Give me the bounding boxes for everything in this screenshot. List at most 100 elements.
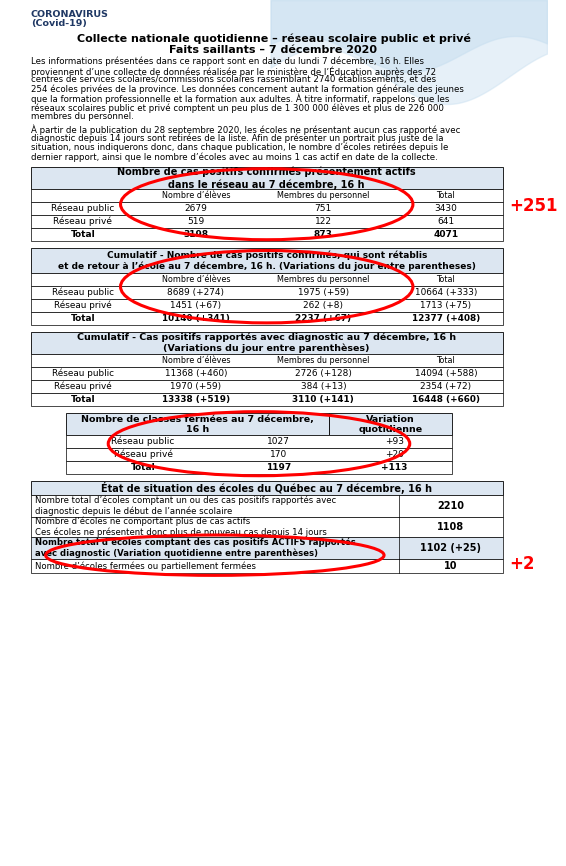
Text: Réseau privé: Réseau privé: [54, 382, 112, 391]
Text: 14094 (+588): 14094 (+588): [415, 369, 477, 378]
Bar: [31, 313, 503, 326]
Text: Membres du personnel: Membres du personnel: [277, 191, 370, 200]
Text: 262 (+8): 262 (+8): [303, 301, 344, 310]
Text: Total: Total: [131, 463, 156, 472]
Text: 122: 122: [315, 217, 332, 226]
Text: Réseau public: Réseau public: [51, 204, 114, 213]
Bar: [31, 537, 503, 559]
Text: Total: Total: [436, 275, 455, 284]
Text: Total: Total: [71, 395, 95, 404]
Text: 1713 (+75): 1713 (+75): [421, 301, 471, 310]
Text: Réseau public: Réseau public: [112, 437, 175, 447]
Text: Réseau privé: Réseau privé: [54, 301, 112, 310]
Text: Total: Total: [436, 356, 455, 365]
Text: 1102 (+25): 1102 (+25): [420, 543, 481, 553]
Text: Nombre d’élèves: Nombre d’élèves: [162, 356, 230, 365]
Text: 10: 10: [444, 561, 457, 572]
Text: Les informations présentées dans ce rapport sont en date du lundi 7 décembre, 16: Les informations présentées dans ce rapp…: [31, 57, 424, 67]
Text: Nombre d’élèves: Nombre d’élèves: [162, 191, 230, 200]
Bar: [31, 393, 503, 406]
Text: Nombre total d’écoles comptant un ou des cas positifs rapportés avec
diagnostic : Nombre total d’écoles comptant un ou des…: [35, 496, 336, 516]
Bar: [31, 286, 503, 299]
Text: CORONAVIRUS: CORONAVIRUS: [31, 10, 109, 19]
Text: Variation
quotidienne: Variation quotidienne: [358, 415, 422, 434]
Bar: [31, 367, 503, 380]
Text: centres de services scolaires/commissions scolaires rassemblant 2740 établisseme: centres de services scolaires/commission…: [31, 75, 436, 84]
Text: 1197: 1197: [265, 463, 291, 472]
Text: 1108: 1108: [437, 522, 464, 533]
Text: Cumulatif - Cas positifs rapportés avec diagnostic au 7 décembre, 16 h
(Variatio: Cumulatif - Cas positifs rapportés avec …: [77, 333, 456, 353]
Text: 8689 (+274): 8689 (+274): [168, 288, 225, 297]
Text: 2237 (+67): 2237 (+67): [295, 314, 351, 323]
Text: +113: +113: [381, 463, 408, 472]
Text: Réseau public: Réseau public: [52, 369, 114, 378]
Text: 170: 170: [269, 450, 287, 459]
Text: Membres du personnel: Membres du personnel: [277, 275, 370, 284]
Text: Réseau privé: Réseau privé: [114, 450, 173, 460]
Text: État de situation des écoles du Québec au 7 décembre, 16 h: État de situation des écoles du Québec a…: [101, 482, 432, 494]
Bar: [31, 481, 503, 495]
Text: Nombre total d’écoles comptant des cas positifs ACTIFS rapportés
avec diagnostic: Nombre total d’écoles comptant des cas p…: [35, 538, 355, 559]
Text: 12377 (+408): 12377 (+408): [412, 314, 480, 323]
Text: 641: 641: [438, 217, 454, 226]
Bar: [31, 380, 503, 393]
Text: 1027: 1027: [267, 437, 290, 446]
Bar: [31, 299, 503, 313]
Text: +20: +20: [385, 450, 404, 459]
Text: Nombre de cas positifs confirmés présentement actifs
dans le réseau au 7 décembr: Nombre de cas positifs confirmés présent…: [117, 167, 416, 190]
Text: 2210: 2210: [437, 501, 464, 511]
Text: 873: 873: [314, 230, 333, 239]
Text: Réseau public: Réseau public: [52, 288, 114, 297]
Text: Nombre d’écoles fermées ou partiellement fermées: Nombre d’écoles fermées ou partiellement…: [35, 561, 256, 571]
Text: 10664 (+333): 10664 (+333): [415, 288, 477, 297]
Text: 1451 (+67): 1451 (+67): [170, 301, 221, 310]
Text: proviennent d’une collecte de données réalisée par le ministère de l’Éducation a: proviennent d’une collecte de données ré…: [31, 66, 436, 77]
Text: 11368 (+460): 11368 (+460): [165, 369, 227, 378]
Text: diagnostic depuis 14 jours sont retirées de la liste. Afin de présenter un portr: diagnostic depuis 14 jours sont retirées…: [31, 133, 443, 143]
Text: +251: +251: [509, 197, 558, 215]
Bar: [31, 202, 503, 215]
Text: +93: +93: [385, 437, 404, 446]
Text: Total: Total: [71, 314, 95, 323]
Bar: [329, 413, 452, 436]
Text: À partir de la publication du 28 septembre 2020, les écoles ne présentant aucun : À partir de la publication du 28 septemb…: [31, 125, 460, 135]
Text: situation, nous indiquerons donc, dans chaque publication, le nombre d’écoles re: situation, nous indiquerons donc, dans c…: [31, 143, 448, 152]
Text: Membres du personnel: Membres du personnel: [277, 356, 370, 365]
Bar: [31, 215, 503, 229]
Bar: [31, 167, 503, 189]
Bar: [31, 189, 503, 202]
Text: Nombre d’écoles ne comportant plus de cas actifs
Ces écoles ne présentent donc p: Nombre d’écoles ne comportant plus de ca…: [35, 517, 327, 538]
Text: 2354 (+72): 2354 (+72): [421, 382, 471, 391]
Bar: [31, 273, 503, 286]
Text: 3110 (+141): 3110 (+141): [293, 395, 354, 404]
Bar: [31, 517, 503, 537]
Text: 3198: 3198: [183, 230, 208, 239]
Text: +2: +2: [509, 555, 535, 573]
Bar: [31, 249, 503, 273]
Text: 2679: 2679: [185, 204, 207, 213]
Bar: [31, 559, 503, 573]
Text: Cumulatif - Nombre de cas positifs confirmés, qui sont rétablis
et de retour à l: Cumulatif - Nombre de cas positifs confi…: [58, 250, 475, 271]
Text: Nombre d’élèves: Nombre d’élèves: [162, 275, 230, 284]
Text: 13338 (+519): 13338 (+519): [162, 395, 230, 404]
Bar: [31, 229, 503, 242]
Bar: [66, 462, 452, 475]
Bar: [31, 495, 503, 517]
Text: Total: Total: [436, 191, 455, 200]
Text: membres du personnel.: membres du personnel.: [31, 113, 134, 121]
Bar: [31, 354, 503, 367]
Text: 16448 (+660): 16448 (+660): [412, 395, 480, 404]
Bar: [66, 436, 452, 449]
Text: réseaux scolaires public et privé comptent un peu plus de 1 300 000 élèves et pl: réseaux scolaires public et privé compte…: [31, 103, 444, 113]
Text: 751: 751: [315, 204, 332, 213]
Bar: [31, 333, 503, 354]
Text: 1975 (+59): 1975 (+59): [298, 288, 349, 297]
Text: Total: Total: [70, 230, 95, 239]
Text: 10140 (+341): 10140 (+341): [162, 314, 230, 323]
Text: 1970 (+59): 1970 (+59): [170, 382, 221, 391]
Text: 3430: 3430: [435, 204, 457, 213]
Text: Faits saillants – 7 décembre 2020: Faits saillants – 7 décembre 2020: [169, 45, 378, 55]
Text: que la formation professionnelle et la formation aux adultes. À titre informatif: que la formation professionnelle et la f…: [31, 94, 449, 104]
Bar: [66, 449, 452, 462]
Text: Réseau privé: Réseau privé: [53, 217, 112, 226]
